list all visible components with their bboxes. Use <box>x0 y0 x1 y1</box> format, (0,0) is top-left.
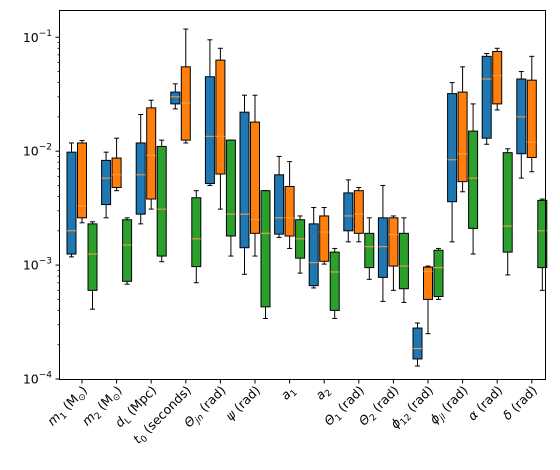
box-group <box>433 247 444 300</box>
box <box>111 157 122 188</box>
box <box>180 66 191 141</box>
box <box>526 79 537 158</box>
box-group <box>260 190 271 319</box>
y-tick-label: 10−4 <box>23 371 52 387</box>
box-group <box>111 137 122 192</box>
box <box>353 190 364 234</box>
box <box>135 142 146 215</box>
box-group <box>329 247 340 319</box>
box-group <box>364 217 375 280</box>
box <box>87 223 98 291</box>
box-group <box>77 140 87 224</box>
box <box>204 76 215 185</box>
box-plot-marks <box>66 28 548 367</box>
box <box>492 50 503 105</box>
box-group <box>156 139 167 263</box>
plot-frame <box>59 10 546 380</box>
box-group <box>204 39 215 186</box>
box <box>329 251 340 311</box>
box <box>284 185 295 237</box>
box-group <box>122 217 133 285</box>
y-tick-label: 10−3 <box>23 257 52 273</box>
box-group <box>135 113 146 225</box>
box-group <box>101 151 112 219</box>
box-group <box>412 322 423 367</box>
box-group <box>502 148 513 276</box>
box <box>215 59 226 175</box>
x-axis: m1 (M⊙)m2 (M⊙)dL (Mpc)t0 (seconds)Θjn (r… <box>44 379 540 446</box>
box-group <box>516 71 527 179</box>
box-group <box>215 47 226 210</box>
x-tick-label: δ (rad) <box>500 383 540 423</box>
box <box>239 111 250 249</box>
box <box>101 159 112 206</box>
y-axis: 10−4 10−3 10−2 10−1 <box>23 29 60 387</box>
box-group <box>343 179 354 243</box>
x-tick-label: a1 <box>278 383 300 405</box>
x-tick-label: ϕjl (rad) <box>426 383 472 429</box>
x-tick-label: α (rad) <box>465 383 506 424</box>
box <box>77 142 87 219</box>
x-tick-label: ψ (rad) <box>222 383 263 424</box>
box <box>122 219 133 282</box>
box <box>66 151 77 255</box>
box-group <box>295 215 306 274</box>
box-group <box>308 207 319 289</box>
box <box>225 139 236 237</box>
box <box>502 152 513 253</box>
box-group <box>87 221 98 310</box>
box <box>146 107 157 200</box>
box <box>364 232 375 269</box>
box <box>433 249 444 297</box>
y-tick-label: 10−2 <box>23 143 52 159</box>
box <box>319 215 330 262</box>
box <box>377 217 388 278</box>
box-group <box>468 103 479 255</box>
box-group <box>191 190 202 284</box>
box-group <box>250 94 260 257</box>
box <box>343 192 354 232</box>
box <box>388 217 399 267</box>
x-tick-label: m1 (M⊙) <box>44 383 92 431</box>
box-group <box>353 186 364 243</box>
box-group <box>146 99 157 210</box>
box <box>447 93 458 203</box>
box <box>170 91 181 105</box>
box-group <box>526 55 537 173</box>
y-tick-label: 10−1 <box>23 29 52 45</box>
box-group <box>388 215 399 291</box>
box <box>537 199 548 269</box>
box-group <box>284 161 295 249</box>
box <box>156 145 167 257</box>
box-group <box>537 198 548 291</box>
box-group <box>423 265 433 335</box>
box-group <box>170 83 181 110</box>
box-group <box>398 217 409 303</box>
box <box>481 55 492 139</box>
box-group <box>481 53 492 145</box>
box-group <box>319 207 330 265</box>
box <box>457 91 468 183</box>
box-group <box>225 139 236 257</box>
box <box>191 197 202 268</box>
box-group <box>66 142 77 258</box>
box-group <box>447 82 458 243</box>
box <box>412 327 423 360</box>
box <box>398 232 409 290</box>
box-group <box>457 66 468 193</box>
box-group <box>377 184 388 302</box>
box <box>250 121 260 234</box>
box <box>274 174 285 235</box>
box <box>260 190 271 308</box>
box <box>468 130 479 229</box>
box-group <box>492 47 503 111</box>
box-group <box>274 155 285 238</box>
box <box>423 266 433 300</box>
box-group <box>180 28 191 144</box>
box <box>516 78 527 155</box>
box <box>308 223 319 287</box>
x-tick-label: a2 <box>312 383 334 405</box>
box-group <box>239 94 250 275</box>
